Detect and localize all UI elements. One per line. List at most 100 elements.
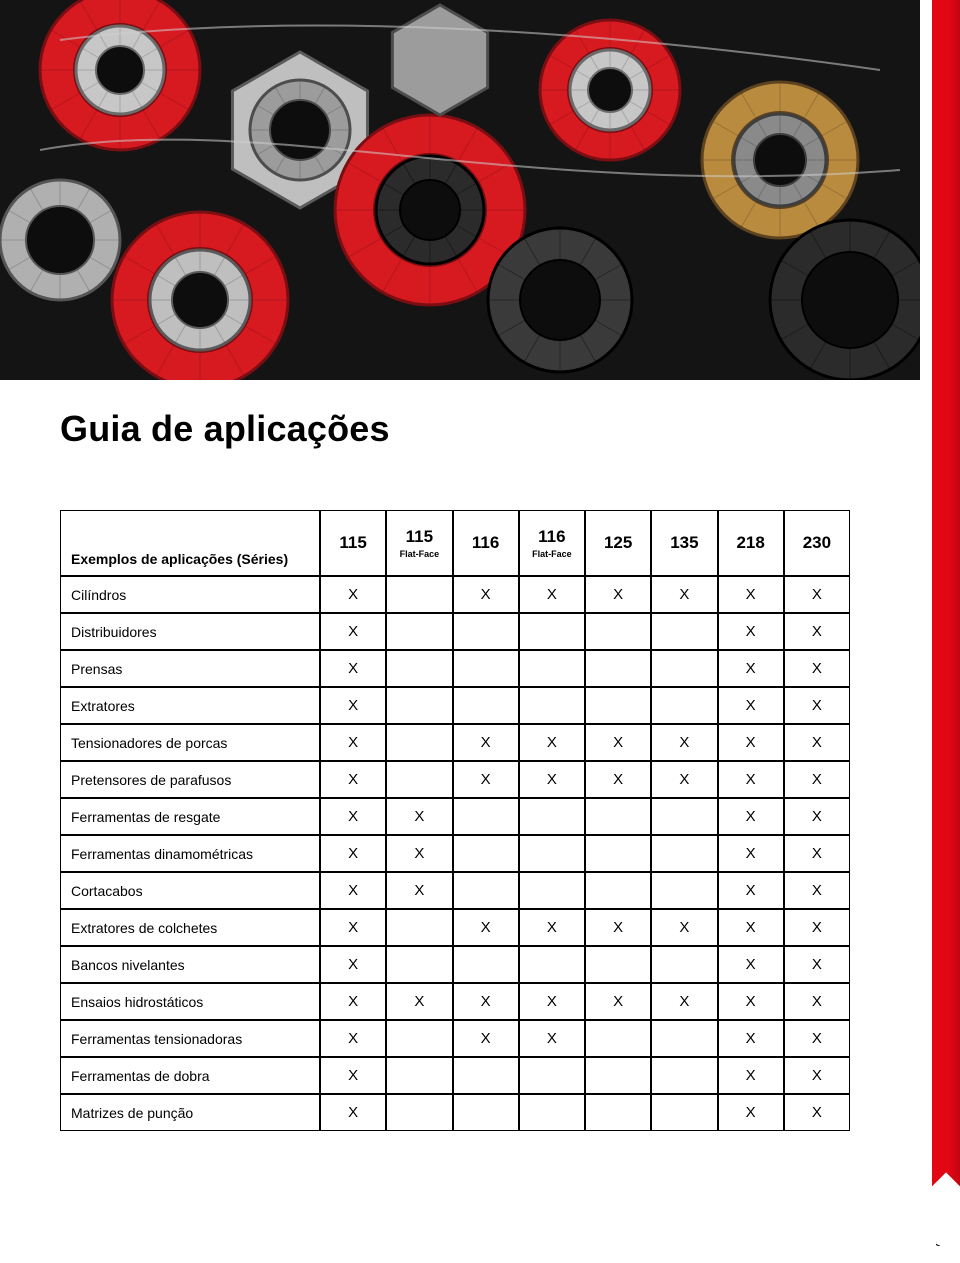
cell: X: [718, 835, 784, 872]
cell: [453, 1057, 519, 1094]
col-header-label: 115: [339, 533, 366, 552]
row-label: Extratores de colchetes: [60, 909, 320, 946]
cell: X: [784, 687, 850, 724]
cell: [585, 946, 651, 983]
cell: [651, 798, 717, 835]
cell: X: [585, 576, 651, 613]
cell: X: [718, 909, 784, 946]
row-label: Extratores: [60, 687, 320, 724]
cell: X: [784, 835, 850, 872]
cell: X: [320, 724, 386, 761]
cell: [386, 1094, 452, 1131]
cell: X: [320, 872, 386, 909]
col-header-0: 115: [320, 510, 386, 576]
row-label: Ensaios hidrostáticos: [60, 983, 320, 1020]
cell: X: [784, 650, 850, 687]
table-row: Ferramentas de resgateXXXX: [60, 798, 850, 835]
row-label: Tensionadores de porcas: [60, 724, 320, 761]
table-row: Ensaios hidrostáticosXXXXXXXX: [60, 983, 850, 1020]
cell: X: [784, 1057, 850, 1094]
col-header-5: 135: [651, 510, 717, 576]
cell: X: [718, 761, 784, 798]
cell: X: [718, 872, 784, 909]
table-row: PrensasXXX: [60, 650, 850, 687]
cell: [651, 872, 717, 909]
cell: [386, 687, 452, 724]
cell: X: [651, 909, 717, 946]
cell: [651, 687, 717, 724]
col-header-label: 218: [736, 533, 764, 552]
table-row: Extratores de colchetesXXXXXXX: [60, 909, 850, 946]
cell: [519, 650, 585, 687]
col-header-3: 116Flat-Face: [519, 510, 585, 576]
table-row: Ferramentas dinamométricasXXXX: [60, 835, 850, 872]
table-row: Matrizes de punçãoXXX: [60, 1094, 850, 1131]
cell: X: [651, 983, 717, 1020]
cell: [585, 872, 651, 909]
cell: [453, 798, 519, 835]
cell: X: [320, 1020, 386, 1057]
row-header-label: Exemplos de aplicações (Séries): [60, 510, 320, 576]
cell: X: [453, 761, 519, 798]
cell: X: [784, 798, 850, 835]
table-row: CilíndrosXXXXXXX: [60, 576, 850, 613]
row-label: Pretensores de parafusos: [60, 761, 320, 798]
cell: [386, 1057, 452, 1094]
cell: [386, 613, 452, 650]
col-header-label: 116: [538, 527, 565, 546]
cell: X: [585, 724, 651, 761]
cell: X: [386, 872, 452, 909]
cell: X: [718, 1020, 784, 1057]
cell: [585, 687, 651, 724]
cell: X: [320, 761, 386, 798]
row-label: Cortacabos: [60, 872, 320, 909]
cell: X: [453, 909, 519, 946]
cell: X: [519, 1020, 585, 1057]
cell: [519, 1094, 585, 1131]
cell: [453, 650, 519, 687]
row-label: Ferramentas de dobra: [60, 1057, 320, 1094]
cell: X: [784, 983, 850, 1020]
col-header-4: 125: [585, 510, 651, 576]
applications-table: Exemplos de aplicações (Séries) 115 115Fla…: [60, 510, 850, 1131]
table-row: DistribuidoresXXX: [60, 613, 850, 650]
cell: [585, 1020, 651, 1057]
content-area: Guia de aplicações Exemplos de aplicaçõe…: [0, 380, 900, 1131]
row-label: Cilíndros: [60, 576, 320, 613]
cell: [386, 761, 452, 798]
cell: [386, 909, 452, 946]
cell: X: [386, 835, 452, 872]
col-header-sublabel: Flat-Face: [389, 549, 449, 559]
col-header-1: 115Flat-Face: [386, 510, 452, 576]
cell: X: [784, 576, 850, 613]
cell: X: [718, 687, 784, 724]
cell: X: [453, 576, 519, 613]
cell: X: [320, 1094, 386, 1131]
cell: X: [386, 983, 452, 1020]
cell: X: [320, 576, 386, 613]
cell: X: [453, 1020, 519, 1057]
row-label: Ferramentas dinamométricas: [60, 835, 320, 872]
cell: [585, 650, 651, 687]
cell: X: [519, 761, 585, 798]
cell: [386, 650, 452, 687]
cell: X: [784, 946, 850, 983]
cell: X: [585, 983, 651, 1020]
cell: X: [519, 576, 585, 613]
row-label: Distribuidores: [60, 613, 320, 650]
row-label: Matrizes de punção: [60, 1094, 320, 1131]
table-row: Tensionadores de porcasXXXXXXX: [60, 724, 850, 761]
table-row: ExtratoresXXX: [60, 687, 850, 724]
cell: [386, 576, 452, 613]
hero-image: [0, 0, 920, 380]
row-label: Ferramentas de resgate: [60, 798, 320, 835]
cell: [585, 835, 651, 872]
cell: [651, 650, 717, 687]
cell: X: [718, 724, 784, 761]
cell: [651, 613, 717, 650]
page-title: Guia de aplicações: [60, 408, 850, 450]
cell: [519, 835, 585, 872]
cell: [519, 872, 585, 909]
table-row: Bancos nivelantesXXX: [60, 946, 850, 983]
table-row: Ferramentas tensionadorasXXXXX: [60, 1020, 850, 1057]
